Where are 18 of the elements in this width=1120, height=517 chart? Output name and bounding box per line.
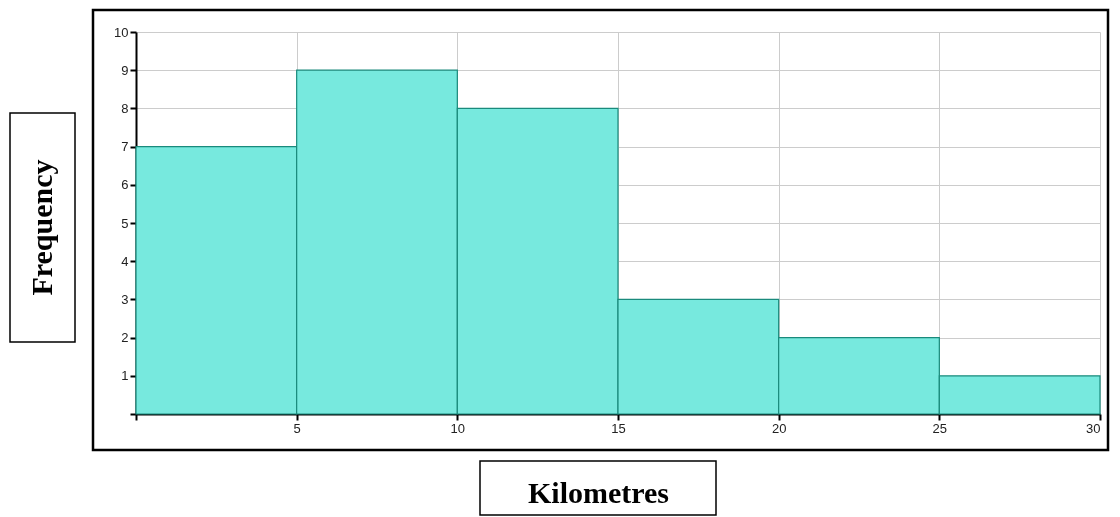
x-tick-label: 25 [932, 420, 948, 436]
x-axis-title: Kilometres [527, 475, 670, 509]
x-tick-label: 10 [450, 420, 466, 436]
y-tick-label: 4 [121, 253, 129, 269]
y-axis-title: Frequency [24, 159, 58, 296]
y-tick-label: 8 [121, 100, 129, 116]
y-tick-label: 6 [121, 177, 129, 193]
x-tick-label: 20 [771, 420, 787, 436]
y-tick-label: 3 [121, 291, 129, 307]
x-tick-label: 30 [1086, 420, 1101, 436]
y-tick-label: 7 [121, 139, 129, 155]
y-tick-label: 5 [121, 215, 129, 231]
y-tick-label: 9 [121, 62, 129, 78]
y-tick-label: 1 [121, 368, 129, 384]
x-tick-label: 5 [293, 420, 301, 436]
y-tick-label: 2 [121, 330, 129, 346]
x-tick-label: 15 [611, 420, 626, 436]
y-tick-label: 10 [114, 24, 129, 40]
